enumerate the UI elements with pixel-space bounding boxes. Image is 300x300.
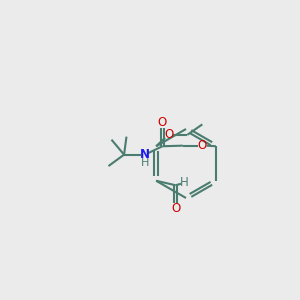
Text: O: O [171, 202, 180, 214]
Text: H: H [141, 158, 149, 168]
Text: H: H [180, 176, 189, 189]
Text: N: N [140, 148, 150, 161]
Text: O: O [164, 128, 173, 141]
Text: O: O [158, 116, 167, 129]
Text: O: O [198, 139, 207, 152]
